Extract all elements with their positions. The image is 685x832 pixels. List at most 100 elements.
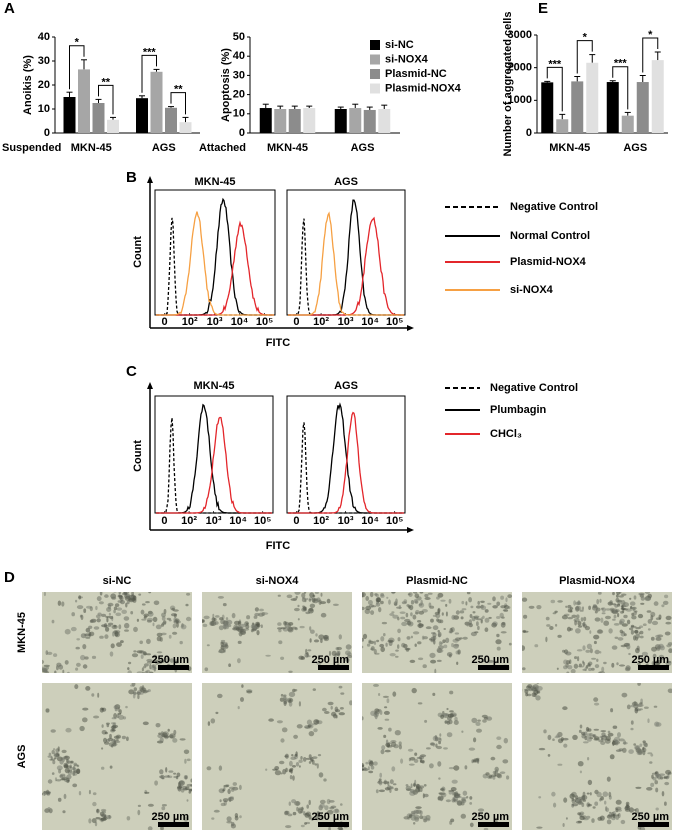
cell [103,589,108,591]
scale-bar [158,665,189,670]
cell [75,667,79,671]
scale-bar-label: 250 µm [151,654,189,666]
micrograph-background [362,683,512,830]
significance-label: ** [174,84,183,96]
cell [437,629,440,633]
cell [522,597,528,602]
cell [460,813,466,819]
cell [425,814,431,821]
cell [444,720,447,724]
cell [616,662,619,666]
cell [72,768,77,771]
cell [187,788,192,791]
cell [639,635,644,639]
cell [288,801,291,806]
bar [606,82,619,133]
bar [349,108,362,133]
cell [280,738,285,743]
cell [469,822,474,828]
bar [571,81,584,133]
cell [120,640,124,644]
scale-bar-label: 250 µm [631,654,669,666]
cell [664,594,669,599]
cell [91,655,97,660]
cell [607,732,614,737]
cell [47,807,51,810]
cell [381,621,387,625]
cell [239,784,242,791]
cell [572,677,575,680]
cell [63,793,67,800]
cell [413,783,417,787]
cell [167,775,173,779]
cell [424,593,429,598]
cell [653,705,658,708]
cell [137,809,141,816]
cell [522,667,526,671]
cell [577,656,580,662]
cell [338,826,343,830]
cell [496,744,502,750]
cell [612,587,617,589]
y-axis-label: Number of aggregated cells [502,12,514,157]
cell [397,644,400,649]
histogram-curve [288,211,404,316]
cell [392,783,397,786]
cell [227,788,231,795]
cell [369,586,374,590]
cell [152,622,155,627]
cell [626,704,631,710]
x-tick-label: 10² [181,515,197,527]
cell [429,763,434,769]
cell [124,629,129,632]
cell [378,607,382,613]
cell [136,618,139,622]
cell [619,629,623,634]
cell [594,617,601,622]
cell [65,763,68,768]
cell [577,761,584,767]
cell [370,760,373,765]
cell [349,700,352,706]
cell [174,659,179,664]
x-tick-label: 10⁵ [256,316,273,328]
cell [664,631,671,636]
cell [298,765,301,768]
cell [556,667,559,670]
cell [625,665,631,671]
cell [88,818,92,824]
cell [133,650,137,653]
cell [567,616,573,620]
cell [130,684,134,687]
cell [609,607,615,612]
cell [566,626,572,632]
cell [158,732,162,735]
cell [104,634,109,639]
scale-bar [318,822,349,827]
cell [378,778,382,781]
cell [123,592,126,595]
cell [616,592,621,595]
cell [65,727,72,733]
cell [254,607,259,612]
cell [284,623,289,629]
cell [62,756,66,762]
cell [639,743,643,747]
cell [186,758,191,762]
cell [577,801,583,805]
cell [641,651,649,656]
cell [84,656,89,660]
cell [103,737,107,743]
cell [288,768,292,772]
cell [301,592,306,599]
cell [476,728,482,733]
cell [553,802,557,808]
cell [185,603,189,607]
cell [637,749,643,754]
cell [579,770,583,774]
cell [587,757,590,761]
cell [430,659,437,664]
cell [658,614,662,620]
cell [651,620,659,626]
cell [148,680,151,684]
